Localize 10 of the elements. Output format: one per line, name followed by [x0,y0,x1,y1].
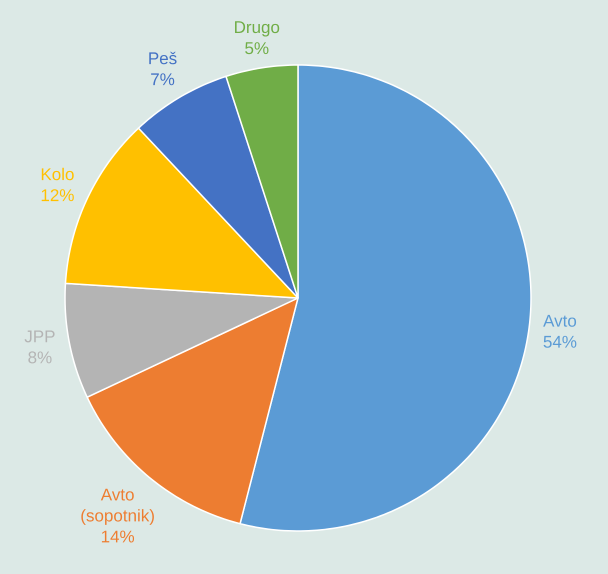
slice-label: Peš [149,52,177,64]
slice-label: Avto [543,314,576,327]
data-label: 12% [42,189,74,202]
data-label: 5% [245,42,268,54]
slice-label: Avto (sopotnik) [81,488,154,525]
slice-label: Kolo [42,168,74,180]
slice-label: Drugo [235,21,280,37]
data-label: 54% [544,336,576,348]
data-label: 14% [102,530,134,542]
data-label: 7% [151,73,174,86]
